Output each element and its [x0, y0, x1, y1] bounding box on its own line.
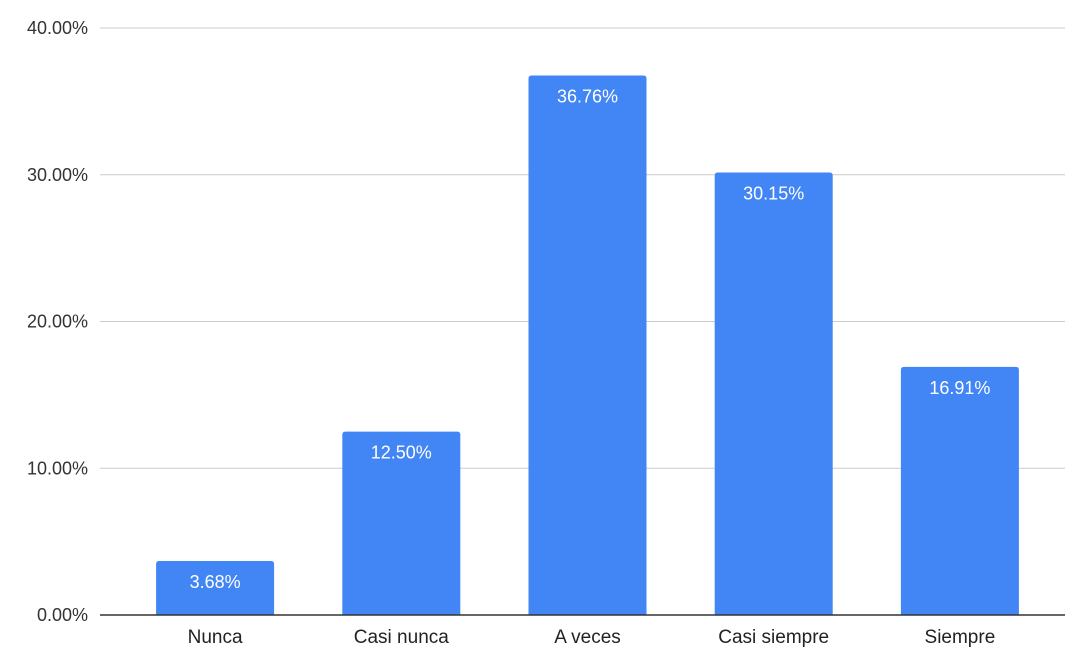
- bar-casi-siempre: [714, 172, 833, 615]
- bar-casi-nunca: [342, 431, 461, 615]
- category-label: Siempre: [925, 627, 996, 648]
- bar-a-veces: [528, 75, 647, 615]
- y-tick-label: 10.00%: [27, 458, 88, 478]
- bar-nunca: [156, 560, 275, 615]
- data-label: 12.50%: [371, 443, 432, 463]
- y-tick-label: 30.00%: [27, 165, 88, 185]
- category-label: A veces: [554, 627, 621, 648]
- x-axis-category-labels: Nunca Casi nunca A veces Casi siempre Siempr…: [188, 627, 996, 648]
- data-label: 3.68%: [190, 572, 241, 592]
- y-tick-label: 20.00%: [27, 312, 88, 332]
- y-tick-label: 0.00%: [37, 605, 88, 625]
- category-label: Nunca: [188, 627, 243, 648]
- bars: [156, 75, 1019, 615]
- data-label: 16.91%: [929, 378, 990, 398]
- data-label: 36.76%: [557, 87, 618, 107]
- y-tick-label: 40.00%: [27, 18, 88, 38]
- category-label: Casi nunca: [354, 627, 449, 648]
- y-axis-tick-labels: 0.00% 10.00% 20.00% 30.00% 40.00%: [27, 18, 88, 625]
- data-label: 30.15%: [743, 184, 804, 204]
- data-labels: 3.68% 12.50% 36.76% 30.15% 16.91%: [190, 87, 991, 592]
- category-label: Casi siempre: [718, 627, 829, 648]
- bar-siempre: [900, 366, 1019, 615]
